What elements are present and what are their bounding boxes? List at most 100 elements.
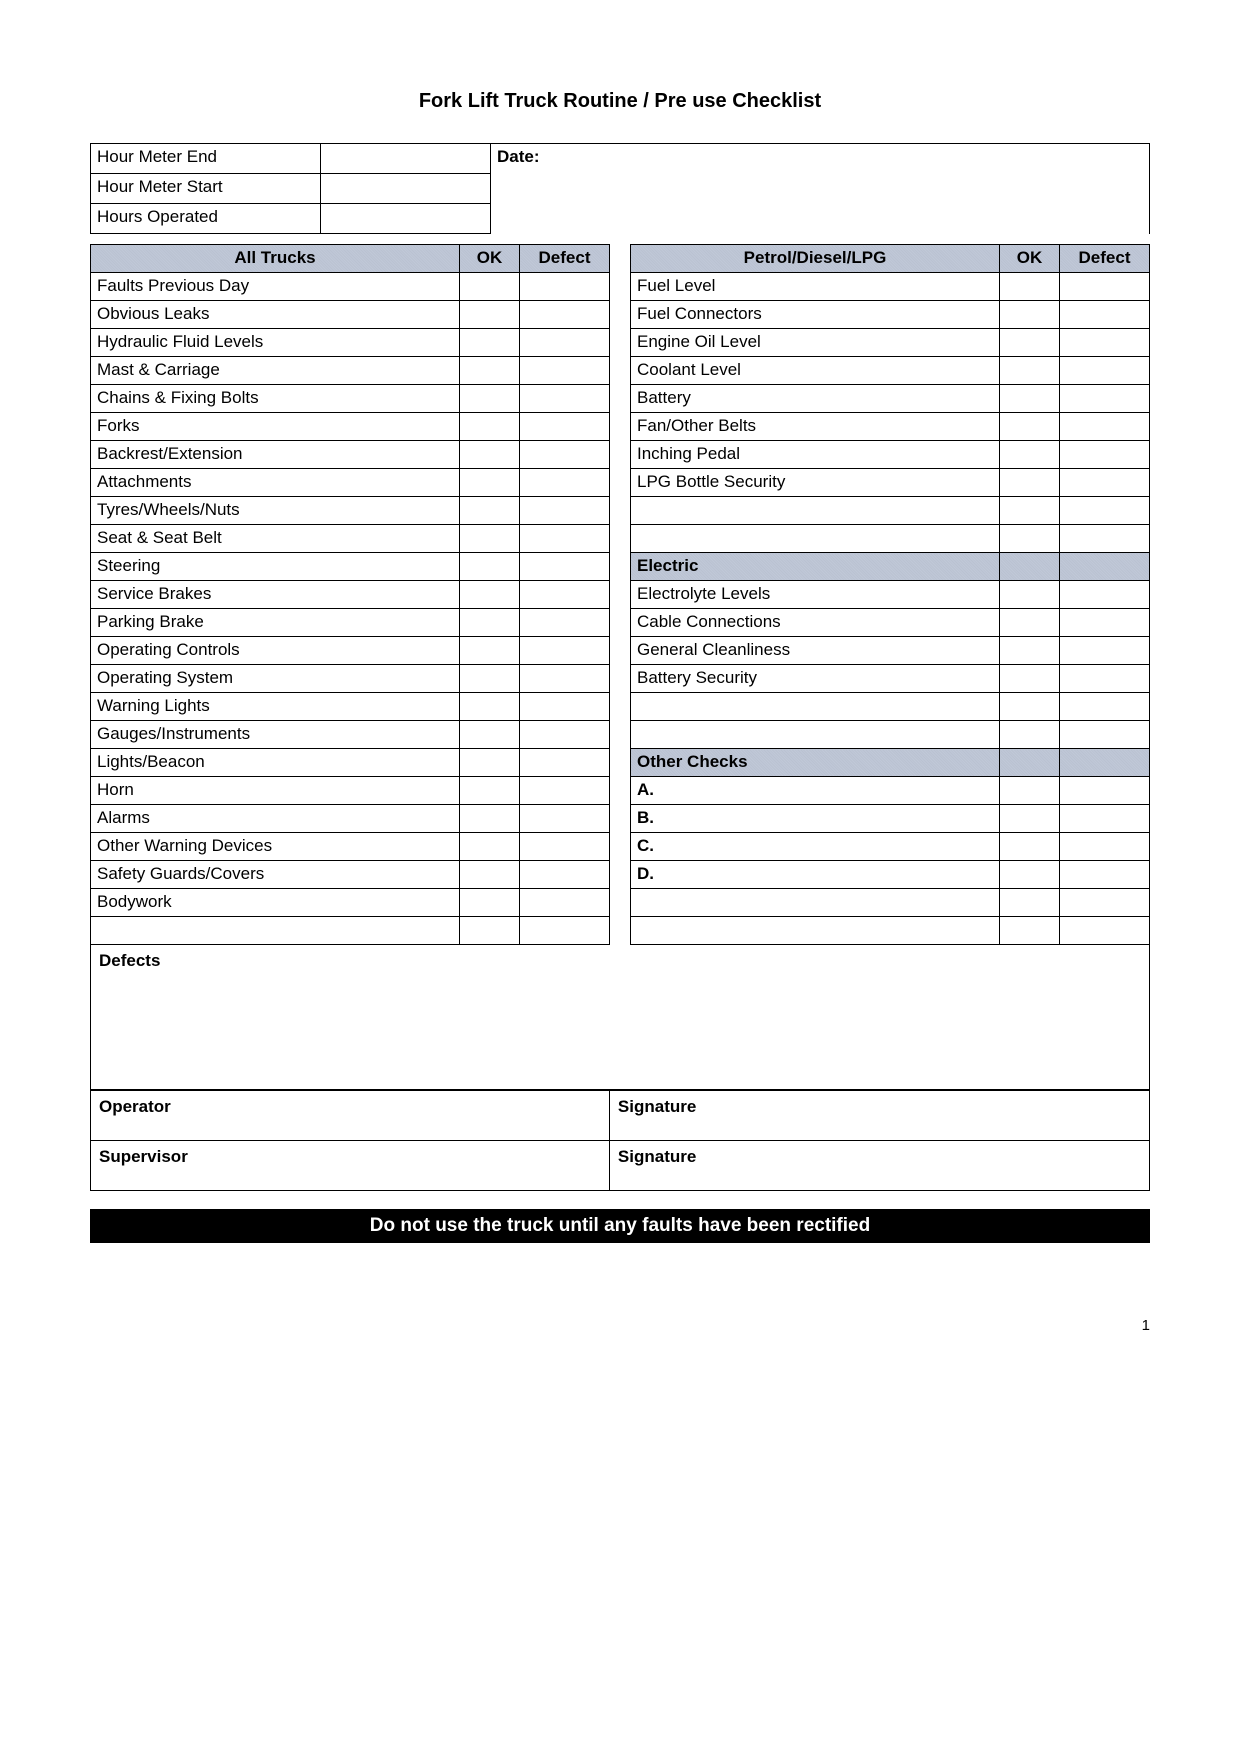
ok-cell[interactable] [1000, 889, 1060, 917]
defect-cell[interactable] [520, 413, 610, 441]
ok-cell[interactable] [1000, 805, 1060, 833]
ok-cell[interactable] [460, 273, 520, 301]
ok-cell[interactable] [1000, 833, 1060, 861]
ok-cell[interactable] [460, 301, 520, 329]
defect-cell[interactable] [1060, 665, 1150, 693]
ok-cell[interactable] [460, 441, 520, 469]
defect-cell[interactable] [520, 469, 610, 497]
ok-cell[interactable] [460, 329, 520, 357]
defect-cell[interactable] [520, 525, 610, 553]
defect-cell[interactable] [520, 721, 610, 749]
defect-cell[interactable] [520, 609, 610, 637]
defect-cell[interactable] [520, 497, 610, 525]
ok-cell[interactable] [460, 665, 520, 693]
ok-cell[interactable] [1000, 385, 1060, 413]
ok-cell[interactable] [460, 889, 520, 917]
ok-cell[interactable] [1000, 777, 1060, 805]
defect-cell[interactable] [1060, 693, 1150, 721]
operator-signature[interactable]: Signature [609, 1091, 1149, 1141]
ok-cell[interactable] [1000, 469, 1060, 497]
date-cell[interactable]: Date: [491, 144, 1150, 234]
ok-cell[interactable] [1000, 525, 1060, 553]
defect-cell[interactable] [520, 917, 610, 945]
defect-cell[interactable] [520, 273, 610, 301]
defect-cell[interactable] [520, 301, 610, 329]
defect-cell[interactable] [520, 385, 610, 413]
ok-cell[interactable] [1000, 357, 1060, 385]
defect-cell[interactable] [520, 637, 610, 665]
ok-cell[interactable] [1000, 581, 1060, 609]
defect-cell[interactable] [1060, 805, 1150, 833]
ok-cell[interactable] [460, 749, 520, 777]
ok-cell[interactable] [460, 497, 520, 525]
ok-cell[interactable] [460, 805, 520, 833]
ok-cell[interactable] [1000, 273, 1060, 301]
ok-cell[interactable] [1000, 497, 1060, 525]
defect-cell[interactable] [520, 581, 610, 609]
ok-cell[interactable] [460, 861, 520, 889]
ok-cell[interactable] [460, 917, 520, 945]
check-item: Mast & Carriage [91, 357, 460, 385]
defect-cell[interactable] [1060, 469, 1150, 497]
defect-cell[interactable] [1060, 273, 1150, 301]
defect-cell[interactable] [1060, 777, 1150, 805]
ok-cell[interactable] [460, 609, 520, 637]
ok-cell[interactable] [1000, 609, 1060, 637]
ok-cell[interactable] [1000, 721, 1060, 749]
ok-cell[interactable] [1000, 861, 1060, 889]
defect-cell[interactable] [520, 805, 610, 833]
ok-cell[interactable] [460, 357, 520, 385]
defect-cell[interactable] [1060, 301, 1150, 329]
defect-cell[interactable] [520, 329, 610, 357]
ok-cell[interactable] [1000, 637, 1060, 665]
ok-cell[interactable] [1000, 329, 1060, 357]
ok-cell[interactable] [460, 637, 520, 665]
defect-cell[interactable] [1060, 833, 1150, 861]
defect-cell[interactable] [520, 861, 610, 889]
defect-cell[interactable] [1060, 497, 1150, 525]
defects-box[interactable]: Defects [90, 945, 1150, 1090]
ok-cell[interactable] [1000, 301, 1060, 329]
ok-cell[interactable] [460, 469, 520, 497]
meter-value[interactable] [321, 144, 491, 174]
ok-cell[interactable] [1000, 917, 1060, 945]
meter-value[interactable] [321, 174, 491, 204]
ok-cell[interactable] [460, 525, 520, 553]
defect-cell[interactable] [1060, 329, 1150, 357]
defect-cell[interactable] [1060, 385, 1150, 413]
defect-cell[interactable] [520, 553, 610, 581]
ok-cell[interactable] [460, 581, 520, 609]
defect-cell[interactable] [520, 777, 610, 805]
defect-cell[interactable] [1060, 889, 1150, 917]
defect-cell[interactable] [520, 357, 610, 385]
defect-cell[interactable] [520, 833, 610, 861]
defect-cell[interactable] [520, 889, 610, 917]
ok-cell[interactable] [460, 721, 520, 749]
defect-cell[interactable] [1060, 357, 1150, 385]
ok-cell[interactable] [1000, 413, 1060, 441]
meter-value[interactable] [321, 204, 491, 234]
defect-cell[interactable] [520, 693, 610, 721]
ok-cell[interactable] [1000, 665, 1060, 693]
defect-cell[interactable] [1060, 861, 1150, 889]
ok-cell[interactable] [1000, 441, 1060, 469]
supervisor-signature[interactable]: Signature [609, 1141, 1149, 1191]
defect-cell[interactable] [520, 441, 610, 469]
defect-cell[interactable] [1060, 413, 1150, 441]
ok-cell[interactable] [460, 693, 520, 721]
defect-cell[interactable] [1060, 609, 1150, 637]
defect-cell[interactable] [1060, 581, 1150, 609]
ok-cell[interactable] [460, 553, 520, 581]
ok-cell[interactable] [460, 385, 520, 413]
defect-cell[interactable] [1060, 441, 1150, 469]
ok-cell[interactable] [1000, 693, 1060, 721]
defect-cell[interactable] [1060, 721, 1150, 749]
defect-cell[interactable] [1060, 917, 1150, 945]
ok-cell[interactable] [460, 777, 520, 805]
defect-cell[interactable] [1060, 637, 1150, 665]
ok-cell[interactable] [460, 413, 520, 441]
defect-cell[interactable] [1060, 525, 1150, 553]
defect-cell[interactable] [520, 749, 610, 777]
ok-cell[interactable] [460, 833, 520, 861]
defect-cell[interactable] [520, 665, 610, 693]
